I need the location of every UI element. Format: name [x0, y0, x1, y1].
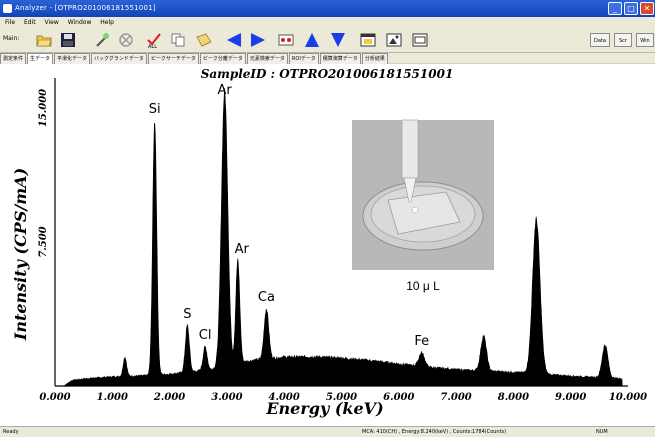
tab-integration-data[interactable]: 積算演算データ [319, 53, 361, 64]
frame-icon[interactable] [412, 32, 428, 48]
picture-icon[interactable] [386, 32, 402, 48]
peak-labels: Si S Cl Ar Ar Ca Fe [149, 83, 429, 349]
save-icon[interactable] [60, 32, 76, 48]
x-axis-title: Energy (keV) [265, 399, 383, 418]
open-folder-icon[interactable] [36, 32, 52, 48]
up-arrow-icon[interactable] [304, 32, 320, 48]
tab-element-search-data[interactable]: 元素検索データ [246, 53, 288, 64]
sample-film [387, 191, 461, 235]
tab-smoothed-data[interactable]: 平滑化データ [54, 53, 91, 64]
menu-window[interactable]: Window [67, 19, 92, 26]
tab-peak-search-data[interactable]: ピークサーチデータ [147, 53, 199, 64]
peak-label-fe: Fe [414, 334, 429, 349]
y-tick-label: 15.000 [38, 89, 49, 127]
inset-volume-label: 10 μ L [406, 279, 440, 293]
sample-droplet [411, 206, 419, 214]
data-tabs: 測定条件 生データ 平滑化データ バックグランドデータ ピークサーチデータ ピーク分離デー… [0, 53, 655, 64]
x-tick-label: 5.000 [326, 392, 357, 403]
pipette [401, 119, 419, 179]
x-tick-label: 6.000 [383, 392, 414, 403]
toolbar-main-label: Main: [3, 35, 20, 42]
sample-photo-inset: 10 μ L [352, 119, 494, 293]
x-tick-label: 8.000 [498, 392, 529, 403]
peak-label-s: S [183, 307, 191, 322]
tab-measurement-conditions[interactable]: 測定条件 [0, 53, 27, 64]
spectrum-plot-panel[interactable]: SampleID : OTPRO201006181551001 15.000 7… [0, 64, 655, 426]
x-tick-labels: 0.000 1.000 2.000 3.000 4.000 5.000 6.000 7.000… [39, 392, 647, 403]
toolbar: Main: ALL [0, 28, 655, 53]
menu-edit[interactable]: Edit [23, 19, 36, 26]
peak-label-ar: Ar [235, 242, 250, 257]
window-title: Analyzer - [OTPRO201006181551001] [15, 4, 156, 12]
menu-view[interactable]: View [44, 19, 59, 26]
peak-label-si: Si [149, 102, 161, 117]
sample-id-label: SampleID : OTPRO201006181551001 [201, 67, 454, 81]
tab-raw-data[interactable]: 生データ [27, 53, 54, 64]
x-tick-label: 9.000 [555, 392, 586, 403]
menu-help[interactable]: Help [100, 19, 114, 26]
x-tick-label: 10.000 [609, 392, 647, 403]
win-button[interactable]: Win [636, 33, 654, 47]
pipette-tip [403, 177, 417, 203]
left-arrow-icon[interactable] [226, 32, 242, 48]
paste-icon[interactable] [196, 32, 212, 48]
status-ready: Ready [3, 429, 19, 435]
x-tick-label: 2.000 [153, 392, 185, 403]
down-arrow-icon[interactable] [330, 32, 346, 48]
tab-roi-data[interactable]: ROIデータ [288, 53, 319, 64]
spectrum-chart[interactable]: SampleID : OTPRO201006181551001 15.000 7… [0, 64, 655, 426]
clear-icon[interactable] [118, 32, 134, 48]
spectrum-trace [62, 88, 623, 387]
data-button[interactable]: Data [590, 33, 610, 47]
svg-text:ALL: ALL [148, 44, 157, 48]
status-num: NUM [596, 429, 608, 435]
peak-label-ar: Ar [217, 83, 232, 98]
status-bar: Ready MCA: 410(CH) , Energy:8.240(keV) ,… [0, 426, 655, 437]
scr-button[interactable]: Scr [614, 33, 632, 47]
menu-bar: File Edit View Window Help [0, 17, 655, 28]
window-icon[interactable] [360, 32, 376, 48]
wand-icon[interactable] [94, 32, 110, 48]
delete-all-icon[interactable]: ALL [146, 32, 162, 48]
x-tick-label: 7.000 [440, 392, 471, 403]
app-icon [3, 4, 12, 13]
close-button[interactable]: ✕ [640, 2, 654, 15]
menu-file[interactable]: File [5, 19, 16, 26]
peak-label-ca: Ca [258, 290, 275, 305]
x-tick-label: 0.000 [39, 392, 70, 403]
x-tick-label: 3.000 [211, 392, 242, 403]
minimize-button[interactable]: _ [608, 2, 622, 15]
x-tick-label: 1.000 [97, 392, 128, 403]
right-arrow-icon[interactable] [250, 32, 266, 48]
title-bar: Analyzer - [OTPRO201006181551001] _ □ ✕ [0, 0, 655, 17]
y-tick-label: 7.500 [38, 226, 49, 257]
x-tick-label: 4.000 [269, 392, 300, 403]
y-axis-title: Intensity (CPS/mA) [11, 168, 30, 341]
peak-label-cl: Cl [199, 328, 212, 343]
tab-background-data[interactable]: バックグランドデータ [91, 53, 147, 64]
maximize-button[interactable]: □ [624, 2, 638, 15]
tab-analysis-results[interactable]: 分析結果 [361, 53, 388, 64]
tab-peak-separation-data[interactable]: ピーク分離データ [199, 53, 246, 64]
copy-icon[interactable] [170, 32, 186, 48]
marker-icon[interactable] [278, 32, 294, 48]
status-readout: MCA: 410(CH) , Energy:8.240(keV) , Count… [362, 429, 507, 435]
